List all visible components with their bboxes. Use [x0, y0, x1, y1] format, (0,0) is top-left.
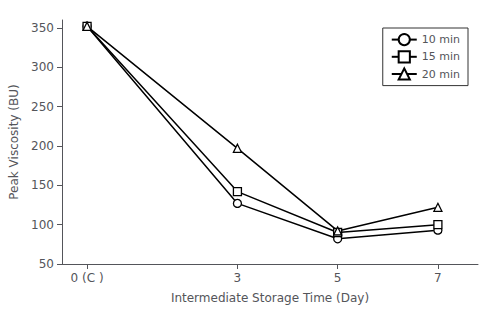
svg-text:150: 150 — [31, 178, 54, 192]
svg-text:Intermediate Storage Time (Day: Intermediate Storage Time (Day) — [171, 291, 369, 305]
svg-text:10 min: 10 min — [422, 33, 460, 46]
svg-text:250: 250 — [31, 100, 54, 114]
svg-text:100: 100 — [31, 218, 54, 232]
svg-text:5: 5 — [334, 271, 342, 285]
svg-text:0 (C ): 0 (C ) — [71, 271, 104, 285]
svg-text:15 min: 15 min — [422, 50, 460, 63]
svg-text:50: 50 — [39, 257, 54, 271]
svg-text:Peak Viscosity (BU): Peak Viscosity (BU) — [7, 84, 21, 199]
svg-text:350: 350 — [31, 21, 54, 35]
svg-text:200: 200 — [31, 139, 54, 153]
svg-text:20 min: 20 min — [422, 68, 460, 81]
svg-text:7: 7 — [434, 271, 442, 285]
svg-text:3: 3 — [234, 271, 242, 285]
svg-text:300: 300 — [31, 60, 54, 74]
